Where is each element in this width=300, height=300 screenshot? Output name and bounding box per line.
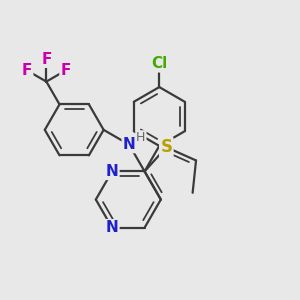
Text: F: F	[41, 52, 52, 67]
Text: H: H	[136, 131, 146, 144]
Text: N: N	[106, 164, 118, 179]
Text: N: N	[123, 137, 136, 152]
Text: F: F	[22, 63, 32, 78]
Text: N: N	[106, 220, 118, 235]
Text: Cl: Cl	[151, 56, 167, 71]
Text: S: S	[160, 138, 172, 156]
Text: F: F	[61, 63, 71, 78]
